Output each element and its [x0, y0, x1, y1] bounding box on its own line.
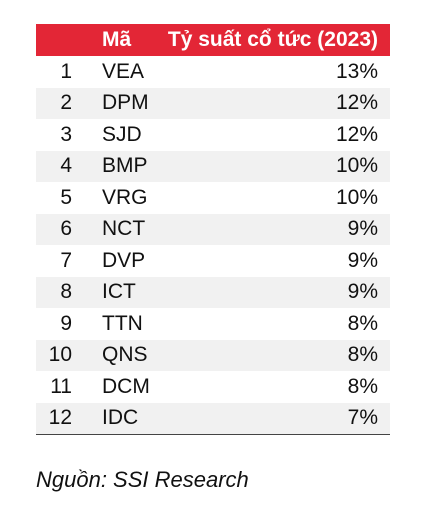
table-header: Mã Tỷ suất cổ tức (2023)	[36, 24, 390, 56]
header-code: Mã	[102, 28, 132, 51]
code-cell: SJD	[102, 122, 142, 146]
yield-cell: 8%	[347, 311, 378, 335]
rank-cell: 4	[60, 154, 72, 178]
rank-cell: 12	[36, 402, 76, 435]
table-row: 2 DPM 12%	[36, 87, 390, 119]
code-cell: ICT	[102, 280, 136, 304]
code-cell: DPM	[102, 91, 149, 115]
code-cell: DVP	[102, 248, 146, 272]
yield-cell: 13%	[335, 59, 378, 83]
rank-cell: 7	[60, 248, 72, 272]
code-cell: VEA	[102, 59, 145, 83]
rank-cell: 9	[60, 311, 72, 335]
code-cell: NCT	[102, 217, 146, 241]
yield-cell: 12%	[335, 122, 378, 146]
dividend-yield-table-container: Mã Tỷ suất cổ tức (2023) 1 VEA 13% 2 DPM 12% 3…	[36, 24, 390, 435]
table-row: 10 QNS 8%	[36, 339, 390, 371]
code-cell: DCM	[102, 374, 150, 398]
yield-cell: 9%	[347, 217, 378, 241]
table-row: 7 DVP 9%	[36, 245, 390, 277]
table-row: 12 IDC 7%	[36, 402, 390, 435]
code-cell: TTN	[102, 311, 143, 335]
header-yield: Tỷ suất cổ tức (2023)	[167, 28, 378, 51]
yield-cell: 12%	[335, 91, 378, 115]
rank-cell: 6	[60, 217, 72, 241]
yield-cell: 8%	[347, 343, 378, 367]
yield-cell: 10%	[335, 154, 378, 178]
rank-cell: 2	[60, 91, 72, 115]
yield-cell: 7%	[146, 402, 390, 435]
table-row: 1 VEA 13%	[36, 56, 390, 88]
table-body: 1 VEA 13% 2 DPM 12% 3 SJD 12% 4 BMP 10% 5 VRG 10% 6 NCT 9…	[36, 56, 390, 435]
code-cell: IDC	[76, 402, 146, 435]
code-cell: QNS	[102, 343, 148, 367]
table-row: 3 SJD 12%	[36, 119, 390, 151]
table-row: 8 ICT 9%	[36, 276, 390, 308]
yield-cell: 10%	[335, 185, 378, 209]
table-row: 6 NCT 9%	[36, 213, 390, 245]
yield-cell: 9%	[347, 248, 378, 272]
code-cell: VRG	[102, 185, 148, 209]
header-rank	[36, 24, 76, 56]
table-row: 4 BMP 10%	[36, 150, 390, 182]
rank-cell: 1	[60, 59, 72, 83]
rank-cell: 11	[50, 374, 72, 398]
yield-cell: 8%	[347, 374, 378, 398]
yield-cell: 9%	[347, 280, 378, 304]
rank-cell: 5	[60, 185, 72, 209]
table-row: 11 DCM 8%	[36, 371, 390, 403]
table-row: 9 TTN 8%	[36, 308, 390, 340]
rank-cell: 3	[60, 122, 72, 146]
source-note: Nguồn: SSI Research	[36, 467, 249, 492]
rank-cell: 10	[48, 343, 72, 367]
header-row: Mã Tỷ suất cổ tức (2023)	[36, 24, 390, 56]
code-cell: BMP	[102, 154, 148, 178]
rank-cell: 8	[60, 280, 72, 304]
table-row: 5 VRG 10%	[36, 182, 390, 214]
dividend-yield-table: Mã Tỷ suất cổ tức (2023) 1 VEA 13% 2 DPM 12% 3…	[36, 24, 390, 435]
